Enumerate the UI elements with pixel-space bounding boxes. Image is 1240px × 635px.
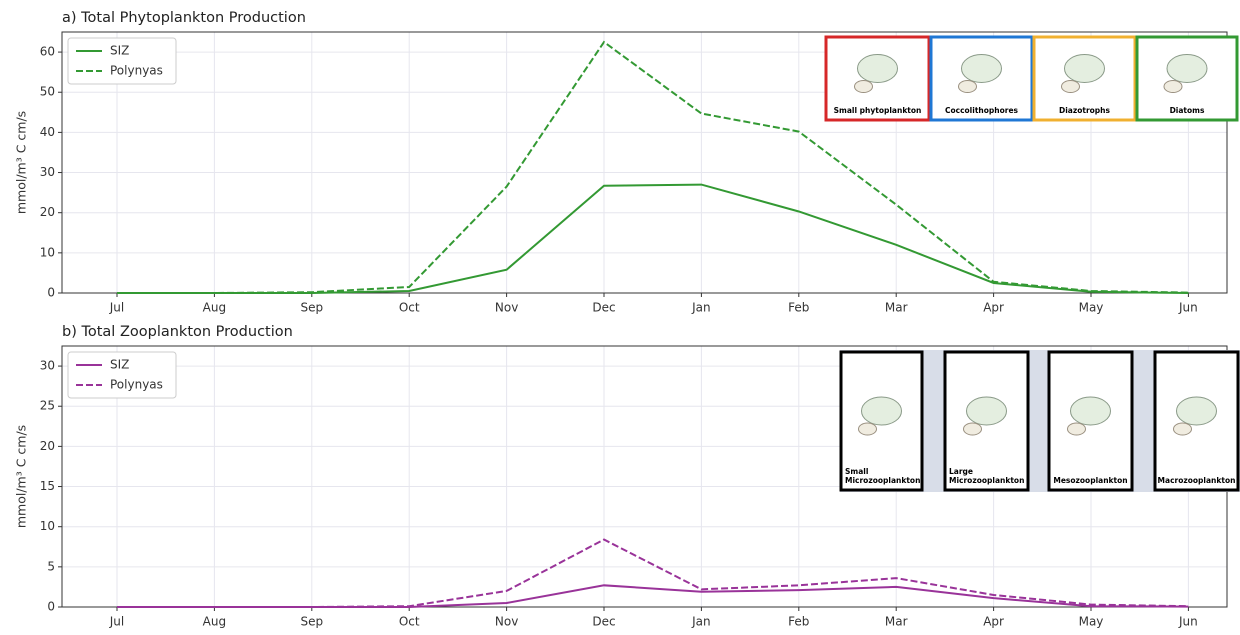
y-tick-label: 20 (40, 439, 55, 453)
x-tick-label: Jan (691, 615, 711, 629)
y-tick-label: 40 (40, 125, 55, 139)
x-tick-label: Apr (983, 301, 1004, 315)
inset-illustration (967, 397, 1007, 425)
x-tick-label: Nov (495, 301, 518, 315)
y-tick-label: 0 (47, 286, 55, 300)
y-tick-label: 0 (47, 600, 55, 614)
x-tick-label: Jun (1178, 301, 1198, 315)
chart-title: a) Total Phytoplankton Production (62, 10, 306, 26)
legend-label: Polynyas (110, 378, 163, 392)
chart-title: b) Total Zooplankton Production (62, 324, 293, 340)
inset-illustration (858, 55, 898, 83)
y-tick-label: 30 (40, 165, 55, 179)
inset-illustration (959, 81, 977, 93)
y-tick-label: 60 (40, 45, 55, 59)
y-tick-label: 25 (40, 399, 55, 413)
inset-illustration (962, 55, 1002, 83)
x-tick-label: Feb (788, 301, 809, 315)
x-tick-label: Aug (203, 615, 226, 629)
x-tick-label: Dec (592, 301, 615, 315)
x-tick-label: Dec (592, 615, 615, 629)
inset-illustration (1174, 423, 1192, 435)
inset-illustration (1071, 397, 1111, 425)
y-tick-label: 50 (40, 85, 55, 99)
inset-illustration (1164, 81, 1182, 93)
x-tick-label: Oct (399, 301, 420, 315)
x-tick-label: Aug (203, 301, 226, 315)
legend-label: Polynyas (110, 64, 163, 78)
x-tick-label: Oct (399, 615, 420, 629)
x-tick-label: Nov (495, 615, 518, 629)
figure: a) Total Phytoplankton Production mmol/m³… (0, 0, 1240, 635)
y-axis-label: mmol/m³ C cm/s (14, 425, 29, 528)
x-tick-label: Jul (109, 615, 124, 629)
x-tick-label: Sep (300, 615, 323, 629)
inset-label: Macrozooplankton (1158, 476, 1236, 485)
x-tick-label: Jul (109, 301, 124, 315)
y-tick-label: 15 (40, 479, 55, 493)
inset-illustration (855, 81, 873, 93)
x-tick-label: Mar (885, 615, 908, 629)
x-tick-label: Mar (885, 301, 908, 315)
x-tick-label: Sep (300, 301, 323, 315)
x-tick-label: May (1079, 301, 1104, 315)
inset-illustration (1065, 55, 1105, 83)
inset-label: Small (845, 467, 868, 476)
inset-label: Microzooplankton (845, 476, 920, 485)
x-tick-label: Feb (788, 615, 809, 629)
x-tick-label: May (1079, 615, 1104, 629)
inset-illustration (1062, 81, 1080, 93)
x-tick-label: Jan (691, 301, 711, 315)
inset-illustration (1068, 423, 1086, 435)
inset-illustration (862, 397, 902, 425)
series-line (117, 585, 1188, 607)
y-tick-label: 20 (40, 205, 55, 219)
legend-label: SIZ (110, 358, 129, 372)
inset-illustration (859, 423, 877, 435)
inset-label: Large (949, 467, 973, 476)
series-line (117, 185, 1188, 293)
inset-illustration (1177, 397, 1217, 425)
inset-label: Mesozooplankton (1053, 476, 1127, 485)
inset-label: Diazotrophs (1059, 106, 1111, 115)
inset-illustration (964, 423, 982, 435)
y-axis-label: mmol/m³ C cm/s (14, 111, 29, 214)
inset-illustration (1167, 55, 1207, 83)
x-tick-label: Jun (1178, 615, 1198, 629)
inset-label: Coccolithophores (945, 106, 1019, 115)
inset-label: Small phytoplankton (834, 106, 922, 115)
legend-label: SIZ (110, 44, 129, 58)
y-tick-label: 10 (40, 519, 55, 533)
inset-label: Microzooplankton (949, 476, 1024, 485)
x-tick-label: Apr (983, 615, 1004, 629)
series-line (117, 540, 1188, 607)
y-tick-label: 30 (40, 359, 55, 373)
y-tick-label: 5 (47, 559, 55, 573)
y-tick-label: 10 (40, 245, 55, 259)
inset-label: Diatoms (1170, 106, 1205, 115)
